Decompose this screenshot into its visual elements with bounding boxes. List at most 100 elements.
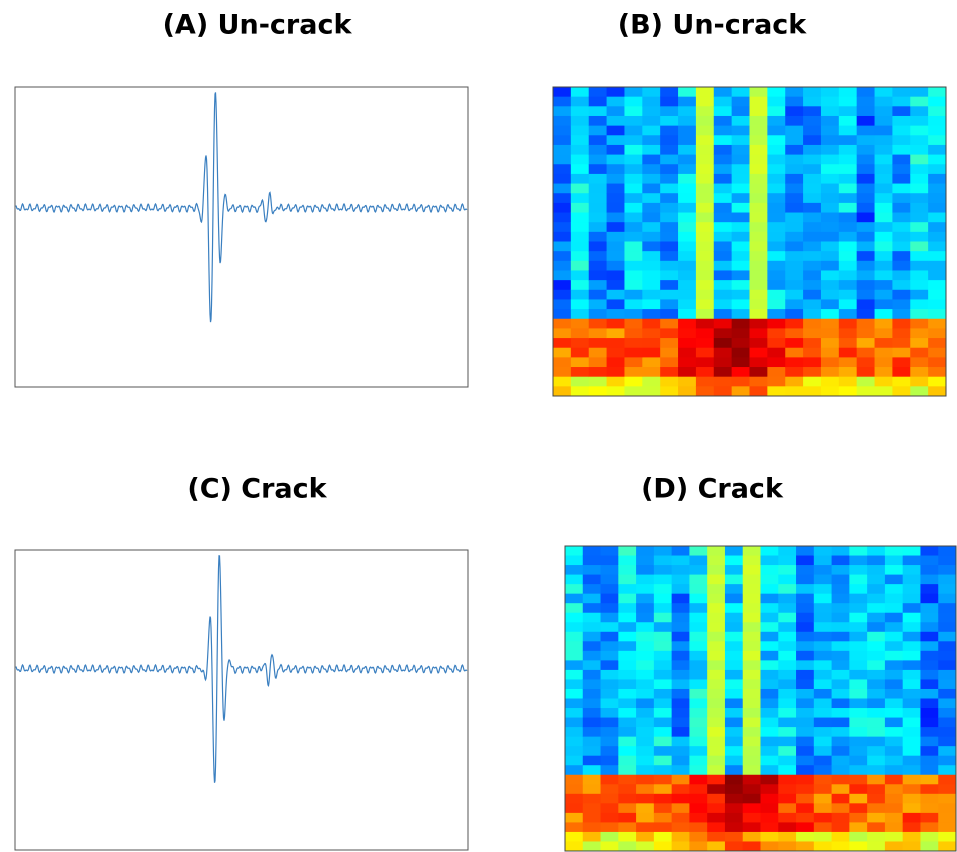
- spectrogram-cell: [636, 718, 654, 728]
- spectrogram-cell: [553, 184, 571, 194]
- spectrogram-cell: [607, 386, 625, 396]
- spectrogram-cell: [636, 775, 654, 785]
- spectrogram-cell: [910, 155, 928, 165]
- spectrogram-cell: [832, 546, 850, 556]
- spectrogram-cell: [660, 155, 678, 165]
- spectrogram-cell: [654, 727, 672, 737]
- spectrogram-cell: [660, 87, 678, 97]
- spectrogram-cell: [707, 784, 725, 794]
- spectrogram-cell: [714, 193, 732, 203]
- panel-title: (C) Crack: [187, 474, 327, 505]
- spectrogram-cell: [938, 660, 956, 670]
- spectrogram-cell: [553, 290, 571, 300]
- spectrogram-cell: [875, 270, 893, 280]
- spectrogram-cell: [767, 174, 785, 184]
- spectrogram-cell: [928, 174, 946, 184]
- spectrogram-cell: [832, 670, 850, 680]
- spectrogram-cell: [607, 328, 625, 338]
- spectrogram-cell: [672, 765, 690, 775]
- spectrogram-cell: [849, 708, 867, 718]
- spectrogram-cell: [903, 765, 921, 775]
- spectrogram-cell: [885, 603, 903, 613]
- spectrogram-cell: [672, 718, 690, 728]
- spectrogram-cell: [689, 565, 707, 575]
- spectrogram-cell: [761, 603, 779, 613]
- spectrogram-cell: [803, 299, 821, 309]
- spectrogram-cell: [618, 708, 636, 718]
- spectrogram-cell: [849, 746, 867, 756]
- spectrogram-cell: [732, 251, 750, 261]
- spectrogram-cell: [618, 603, 636, 613]
- spectrogram-cell: [849, 651, 867, 661]
- spectrogram-cell: [761, 689, 779, 699]
- spectrogram-cell: [839, 348, 857, 358]
- spectrogram-cell: [839, 290, 857, 300]
- spectrogram-cell: [654, 841, 672, 851]
- spectrogram-cell: [839, 193, 857, 203]
- spectrogram-cell: [743, 737, 761, 747]
- spectrogram-cell: [707, 613, 725, 623]
- spectrogram-cell: [725, 756, 743, 766]
- spectrogram-cell: [601, 756, 619, 766]
- spectrogram-cell: [892, 174, 910, 184]
- spectrogram-cell: [750, 280, 768, 290]
- spectrogram-cell: [618, 670, 636, 680]
- spectrogram-cell: [821, 126, 839, 136]
- spectrogram-cell: [778, 841, 796, 851]
- spectrogram-cell: [589, 251, 607, 261]
- spectrogram-cell: [920, 613, 938, 623]
- spectrogram-cell: [601, 651, 619, 661]
- spectrogram-cell: [607, 97, 625, 107]
- spectrogram-cell: [654, 613, 672, 623]
- spectrogram-cell: [732, 174, 750, 184]
- spectrogram-cell: [885, 784, 903, 794]
- spectrogram-cell: [732, 184, 750, 194]
- figure: (A) Un-crack (B) Un-crack (C) Crack (D) …: [0, 0, 957, 852]
- spectrogram-cell: [571, 348, 589, 358]
- spectrogram-cell: [660, 367, 678, 377]
- spectrogram-cell: [743, 765, 761, 775]
- spectrogram-cell: [725, 603, 743, 613]
- spectrogram-cell: [892, 251, 910, 261]
- spectrogram-cell: [707, 832, 725, 842]
- spectrogram-cell: [714, 106, 732, 116]
- spectrogram-cell: [903, 679, 921, 689]
- spectrogram-cell: [849, 832, 867, 842]
- spectrogram-cell: [725, 746, 743, 756]
- spectrogram-cell: [903, 832, 921, 842]
- spectrogram-cell: [778, 803, 796, 813]
- spectrogram-cell: [725, 784, 743, 794]
- spectrogram-cell: [636, 756, 654, 766]
- spectrogram-cell: [553, 116, 571, 126]
- spectrogram-cell: [875, 299, 893, 309]
- spectrogram-cell: [839, 251, 857, 261]
- spectrogram-cell: [714, 97, 732, 107]
- spectrogram-cell: [803, 367, 821, 377]
- spectrogram-cell: [589, 213, 607, 223]
- spectrogram-cell: [642, 135, 660, 145]
- spectrogram-cell: [832, 603, 850, 613]
- spectrogram-cell: [624, 174, 642, 184]
- spectrogram-cell: [928, 290, 946, 300]
- spectrogram-cell: [785, 309, 803, 319]
- spectrogram-cell: [589, 184, 607, 194]
- spectrogram-cell: [867, 689, 885, 699]
- spectrogram-cell: [867, 775, 885, 785]
- spectrogram-cell: [636, 622, 654, 632]
- spectrogram-cell: [767, 232, 785, 242]
- spectrogram-cell: [832, 689, 850, 699]
- spectrogram-cell: [678, 193, 696, 203]
- spectrogram-cell: [903, 822, 921, 832]
- spectrogram-cell: [654, 832, 672, 842]
- spectrogram-cell: [583, 632, 601, 642]
- spectrogram-cell: [714, 261, 732, 271]
- spectrogram-cell: [867, 565, 885, 575]
- spectrogram-cell: [857, 164, 875, 174]
- spectrogram-cell: [903, 603, 921, 613]
- spectrogram-cell: [803, 232, 821, 242]
- spectrogram-cell: [743, 613, 761, 623]
- spectrogram-cell: [832, 699, 850, 709]
- spectrogram-cell: [583, 641, 601, 651]
- spectrogram-cell: [814, 765, 832, 775]
- spectrogram-cell: [624, 338, 642, 348]
